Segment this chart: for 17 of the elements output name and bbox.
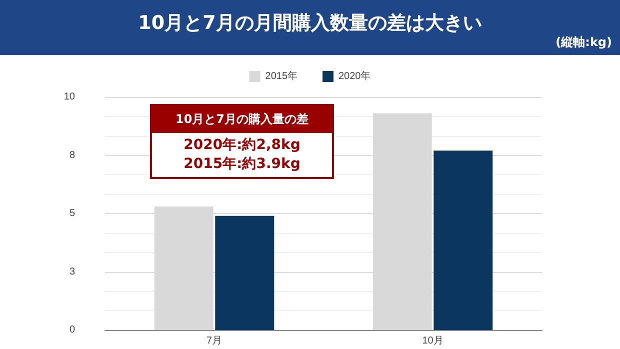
callout-header: 10月と7月の購入量の差 (152, 106, 332, 133)
y-axis-title: (縦軸:kg) (556, 34, 612, 51)
callout-box: 10月と7月の購入量の差 2020年:約2,8kg 2015年:約3.9kg (150, 104, 334, 179)
y-tick-label: 5 (69, 208, 76, 219)
x-tick-label: 10月 (422, 336, 444, 346)
bar (434, 150, 493, 330)
annotation: 2020年:約2,8kg (182, 136, 302, 155)
y-tick-label: 10 (64, 92, 76, 102)
y-tick-label: 0 (69, 324, 76, 336)
legend-label: 2020年 (338, 70, 371, 82)
y-tick-label: 3 (69, 266, 76, 278)
legend-label: 2015年 (265, 70, 298, 82)
annotation: 2015年:約3.9kg (182, 155, 302, 174)
y-tick-label: 8 (69, 150, 76, 161)
chart-title: 10月と7月の月間購入数量の差は大きい (137, 11, 483, 36)
bar (215, 216, 274, 330)
x-tick-label: 7月 (206, 336, 222, 346)
